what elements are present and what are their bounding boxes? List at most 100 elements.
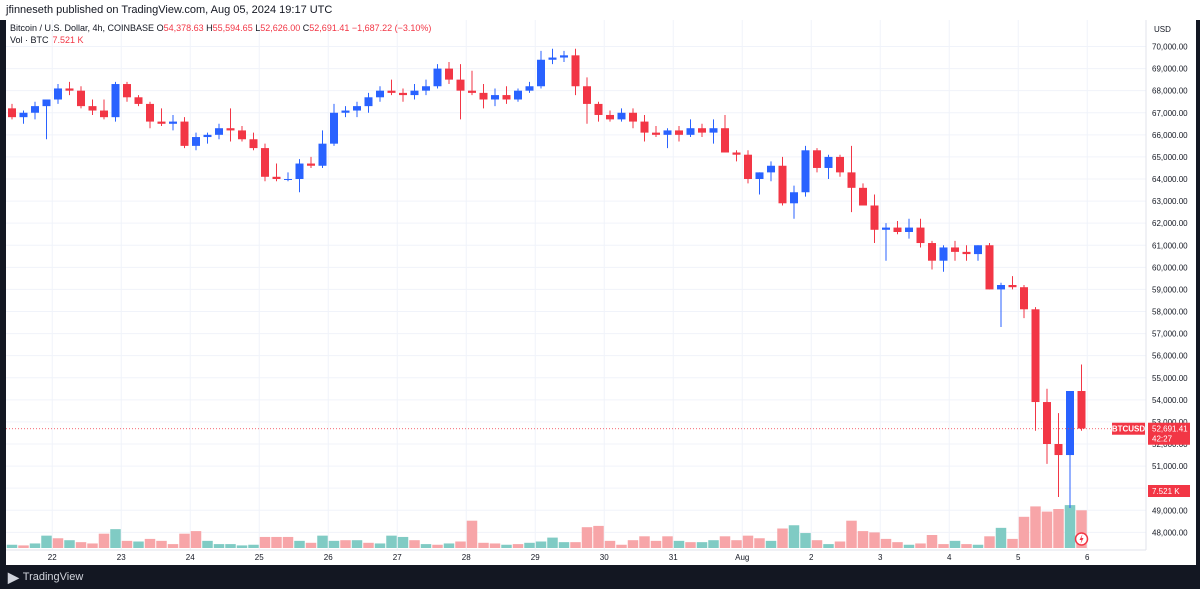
volume-bar bbox=[294, 540, 305, 548]
candle-body bbox=[836, 156, 844, 173]
price-tick-label: 53,000.00 bbox=[1152, 418, 1188, 427]
price-tick-label: 51,000.00 bbox=[1152, 462, 1188, 471]
candlesticks bbox=[8, 48, 1086, 509]
volume-bar bbox=[1018, 516, 1030, 548]
volume-bar bbox=[75, 542, 87, 548]
candle-body bbox=[882, 227, 890, 230]
volume-bar bbox=[213, 544, 225, 548]
price-tick-label: 59,000.00 bbox=[1152, 285, 1188, 294]
price-chart[interactable]: USD48,000.0049,000.0050,000.0051,000.005… bbox=[6, 20, 1196, 565]
volume-bar bbox=[363, 542, 374, 548]
candle-body bbox=[468, 90, 476, 93]
volume-bar bbox=[627, 540, 639, 548]
volume-bar bbox=[501, 544, 512, 548]
volume-bar bbox=[29, 543, 41, 548]
price-tick-label: 66,000.00 bbox=[1152, 131, 1188, 140]
symbol-badge-bg bbox=[1112, 422, 1145, 435]
volume-bar bbox=[110, 529, 121, 548]
volume-bar bbox=[857, 531, 869, 548]
candle-body bbox=[663, 130, 672, 135]
volume-bar bbox=[834, 541, 846, 548]
candle-body bbox=[813, 150, 821, 168]
volume-bar bbox=[731, 540, 742, 548]
tradingview-logo-icon[interactable]: ▶ bbox=[8, 569, 19, 586]
candle-body bbox=[629, 112, 637, 122]
legend-vol-value: 7.521 K bbox=[52, 35, 84, 45]
time-tick-label: 28 bbox=[462, 553, 471, 562]
legend-open: 54,378.63 bbox=[163, 23, 204, 33]
legend-row-volume: Vol · BTC 7.521 K bbox=[10, 34, 431, 46]
volume-bar bbox=[340, 540, 351, 548]
price-tick-label: 48,000.00 bbox=[1152, 528, 1188, 537]
published-text: jfinneseth published on TradingView.com,… bbox=[6, 4, 333, 16]
volume-bar bbox=[397, 536, 409, 548]
candle-body bbox=[1054, 444, 1063, 456]
price-tick-label: 67,000.00 bbox=[1152, 109, 1188, 118]
candle-body bbox=[928, 243, 936, 261]
candle-body bbox=[916, 227, 925, 244]
time-tick-label: 27 bbox=[393, 553, 402, 562]
legend-symbol[interactable]: Bitcoin / U.S. Dollar, 4h, COINBASE bbox=[10, 23, 155, 33]
chart-legend: Bitcoin / U.S. Dollar, 4h, COINBASE O54,… bbox=[10, 22, 431, 46]
candle-body bbox=[721, 128, 729, 153]
volume-bar bbox=[478, 542, 489, 548]
candle-body bbox=[410, 90, 419, 96]
candle-body bbox=[548, 57, 557, 60]
candle-body bbox=[77, 90, 85, 107]
volume-bar bbox=[420, 544, 432, 548]
volume-bar bbox=[869, 532, 880, 548]
candle-body bbox=[767, 165, 775, 173]
candle-body bbox=[1066, 391, 1074, 456]
legend-vol-label[interactable]: Vol · BTC bbox=[10, 35, 49, 45]
candle-body bbox=[1077, 391, 1086, 429]
footer-brand[interactable]: TradingView bbox=[22, 571, 84, 584]
candle-body bbox=[433, 68, 442, 87]
price-tick-label: 55,000.00 bbox=[1152, 374, 1188, 383]
volume-bar bbox=[742, 535, 754, 548]
volume-bar bbox=[570, 542, 581, 548]
candle-body bbox=[1043, 402, 1051, 444]
volume-bar bbox=[903, 544, 915, 548]
candle-body bbox=[755, 172, 764, 179]
candle-body bbox=[42, 99, 51, 107]
volume-bar bbox=[535, 541, 547, 548]
volume-bar bbox=[351, 540, 363, 548]
volume-bar bbox=[179, 533, 190, 548]
candle-body bbox=[261, 148, 269, 177]
volume-bar bbox=[593, 525, 604, 548]
volume-bar bbox=[489, 543, 501, 548]
candle-body bbox=[123, 84, 131, 98]
candle-body bbox=[456, 79, 465, 91]
volume-bar bbox=[708, 540, 719, 548]
volume-bar bbox=[650, 540, 662, 548]
time-tick-label: 5 bbox=[1016, 553, 1021, 562]
candle-body bbox=[824, 156, 833, 168]
volume-bar bbox=[409, 540, 420, 548]
price-tick-label: 65,000.00 bbox=[1152, 153, 1188, 162]
lightning-icon-glyph bbox=[1079, 534, 1084, 544]
volume-bar bbox=[87, 543, 98, 548]
volume-bar bbox=[823, 544, 834, 548]
candle-body bbox=[617, 112, 626, 120]
volume-bar bbox=[892, 542, 903, 548]
candle-body bbox=[847, 172, 856, 188]
candle-body bbox=[732, 152, 741, 155]
candle-body bbox=[387, 90, 396, 93]
candle-body bbox=[272, 176, 281, 179]
candle-body bbox=[226, 128, 235, 131]
candle-body bbox=[180, 121, 189, 146]
volume-bar bbox=[811, 540, 823, 548]
candle-body bbox=[54, 88, 62, 100]
candle-body bbox=[146, 103, 154, 122]
time-tick-label: 22 bbox=[48, 553, 57, 562]
candle-body bbox=[859, 187, 867, 206]
legend-c-label: C bbox=[302, 23, 310, 33]
candle-body bbox=[893, 227, 902, 232]
volume-bar bbox=[1041, 511, 1053, 548]
legend-change: −1,687.22 (−3.10%) bbox=[351, 23, 432, 33]
candle-body bbox=[203, 134, 212, 138]
time-tick-label: 30 bbox=[600, 553, 609, 562]
candle-body bbox=[537, 59, 545, 87]
volume-bar bbox=[1053, 509, 1064, 548]
volume-bar bbox=[673, 540, 685, 548]
